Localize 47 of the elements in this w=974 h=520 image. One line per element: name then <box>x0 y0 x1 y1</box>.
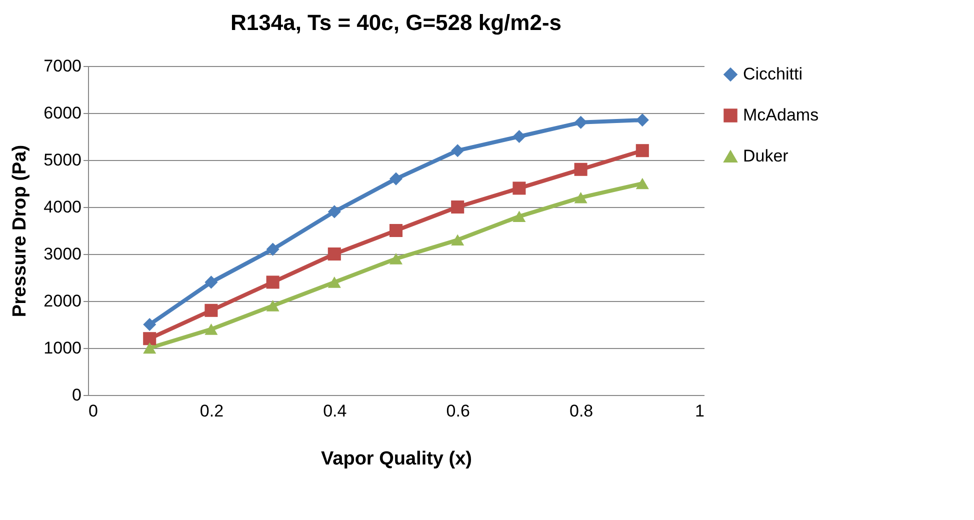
point <box>328 276 341 288</box>
point <box>143 318 156 332</box>
y-tick-label: 6000 <box>44 104 82 122</box>
x-tick-label: 0 <box>88 402 98 420</box>
point <box>204 324 218 335</box>
point <box>266 242 280 256</box>
point <box>204 276 218 289</box>
y-tick-label: 7000 <box>44 56 82 76</box>
point <box>328 247 341 261</box>
x-tick-label: 0.4 <box>323 402 347 420</box>
legend-label: Cicchitti <box>743 64 803 84</box>
y-tick-label: 1000 <box>44 338 82 358</box>
point <box>266 276 280 289</box>
y-tick-label: 0 <box>72 386 82 404</box>
point <box>574 162 588 176</box>
legend-label: Duker <box>743 146 789 166</box>
x-tick-label: 0.8 <box>569 402 594 420</box>
point <box>143 332 156 346</box>
point <box>512 210 526 222</box>
point <box>389 253 403 264</box>
point <box>574 192 588 204</box>
y-tick-label: 4000 <box>44 198 82 216</box>
y-axis-title: Pressure Drop (Pa) <box>10 144 31 318</box>
y-tick-label: 3000 <box>44 244 82 264</box>
point <box>636 144 649 158</box>
y-tick-label: 5000 <box>44 150 82 170</box>
point <box>451 234 464 246</box>
point <box>512 182 526 195</box>
x-tick-label: 0.6 <box>446 402 470 420</box>
point <box>204 304 218 317</box>
point <box>451 144 464 158</box>
point <box>389 172 403 186</box>
legend-label: McAdams <box>743 106 819 124</box>
point <box>328 205 341 218</box>
chart-title: R134a, Ts = 40c, G=528 kg/m2-s <box>230 10 562 35</box>
point <box>389 224 403 238</box>
y-tick-label: 2000 <box>44 292 82 310</box>
point <box>512 130 526 144</box>
x-axis-title: Vapor Quality (x) <box>321 448 472 470</box>
point <box>636 114 649 127</box>
x-tick-label: 1 <box>695 402 704 420</box>
point <box>574 116 588 129</box>
point <box>266 300 280 312</box>
point <box>143 342 156 354</box>
point <box>451 200 464 214</box>
point <box>636 178 649 190</box>
x-tick-label: 0.2 <box>200 402 224 420</box>
